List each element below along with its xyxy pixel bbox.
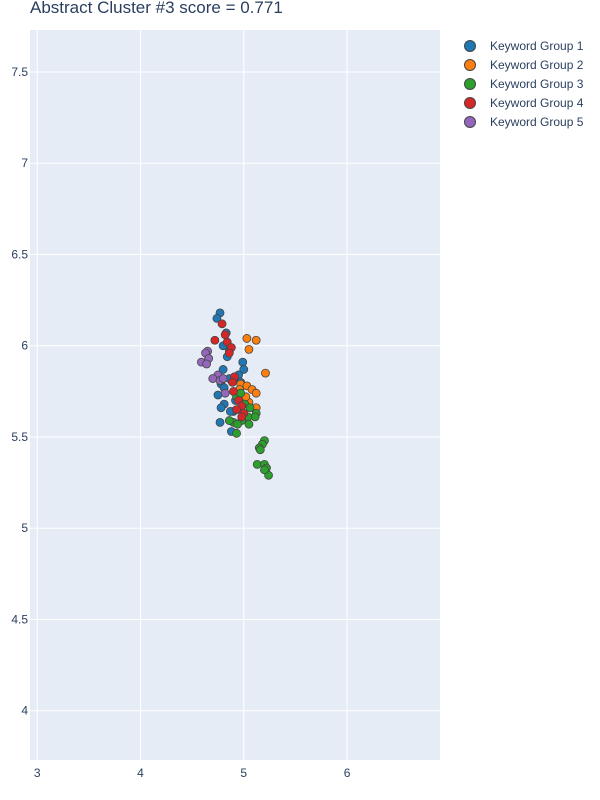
- scatter-point-group-4: [237, 412, 247, 422]
- legend-marker-icon: [464, 58, 476, 71]
- scatter-point-group-1: [215, 417, 225, 427]
- scatter-point-group-1: [238, 357, 248, 367]
- x-tick-label: 3: [34, 766, 41, 780]
- scatter-point-group-4: [228, 377, 237, 387]
- grid-lines: [30, 30, 440, 760]
- scatter-point-group-3: [244, 419, 254, 429]
- scatter-point-group-3: [250, 412, 260, 422]
- scatter-point-group-5: [218, 374, 228, 383]
- legend-item[interactable]: Keyword Group 5: [458, 112, 583, 131]
- legend-label: Keyword Group 2: [490, 57, 584, 72]
- y-tick-label: 4: [21, 704, 28, 718]
- scatter-point-group-2: [251, 388, 261, 398]
- scatter-point-group-3: [252, 459, 262, 469]
- axis-tick-labels: 3 4 5 6 4 4.5 5 5.5 6 6.5 7 7.5: [11, 65, 350, 780]
- scatter-point-group-3: [260, 465, 269, 475]
- legend-item[interactable]: Keyword Group 4: [458, 93, 583, 112]
- scatter-point-group-2: [251, 335, 261, 345]
- scatter-point-group-1: [239, 365, 249, 374]
- y-tick-label: 7.5: [11, 65, 28, 79]
- scatter-point-group-4: [220, 330, 230, 340]
- legend-marker-icon: [464, 115, 476, 128]
- scatter-point-group-1: [213, 390, 223, 400]
- scatter-point-group-3: [232, 428, 241, 438]
- y-tick-label: 5: [21, 521, 28, 535]
- scatter-point-group-5: [220, 388, 230, 398]
- y-tick-label: 4.5: [11, 612, 28, 626]
- legend: Keyword Group 1 Keyword Group 2 Keyword Gr…: [458, 36, 583, 131]
- legend-item[interactable]: Keyword Group 2: [458, 55, 583, 74]
- y-tick-label: 6: [21, 339, 28, 353]
- scatter-point-group-5: [202, 359, 211, 369]
- scatter-point-group-1: [216, 403, 226, 413]
- scatter-point-group-2: [244, 344, 254, 354]
- x-tick-label: 5: [240, 766, 247, 780]
- scatter-point-group-3: [236, 388, 246, 398]
- legend-marker-icon: [464, 77, 476, 90]
- scatter-point-group-4: [232, 405, 241, 415]
- scatter-point-group-4: [217, 319, 227, 329]
- legend-item[interactable]: Keyword Group 3: [458, 74, 583, 93]
- scatter-point-group-4: [224, 348, 234, 358]
- scatter-point-group-1: [218, 365, 228, 374]
- scatter-point-group-2: [261, 368, 270, 378]
- y-tick-label: 5.5: [11, 430, 28, 444]
- legend-label: Keyword Group 4: [490, 95, 584, 110]
- data-points: [197, 308, 273, 480]
- legend-label: Keyword Group 5: [490, 114, 584, 129]
- legend-marker-icon: [464, 39, 476, 52]
- legend-label: Keyword Group 1: [490, 38, 584, 53]
- scatter-point-group-3: [233, 419, 242, 429]
- chart-title: Abstract Cluster #3 score = 0.771: [30, 0, 283, 17]
- scatter-point-group-2: [242, 334, 252, 343]
- scatter-point-group-5: [208, 374, 218, 383]
- scatter-point-group-3: [255, 445, 265, 455]
- legend-label: Keyword Group 3: [490, 76, 584, 91]
- scatter-point-group-3: [245, 403, 255, 413]
- scatter-point-group-1: [212, 313, 222, 323]
- y-tick-label: 7: [21, 156, 28, 170]
- scatter-point-group-4: [210, 335, 220, 345]
- legend-item[interactable]: Keyword Group 1: [458, 36, 583, 55]
- scatter-point-group-3: [224, 416, 234, 425]
- x-tick-label: 4: [137, 766, 144, 780]
- y-tick-label: 6.5: [11, 247, 28, 261]
- legend-marker-icon: [464, 96, 476, 109]
- x-tick-label: 6: [344, 766, 351, 780]
- scatter-point-group-4: [229, 386, 238, 396]
